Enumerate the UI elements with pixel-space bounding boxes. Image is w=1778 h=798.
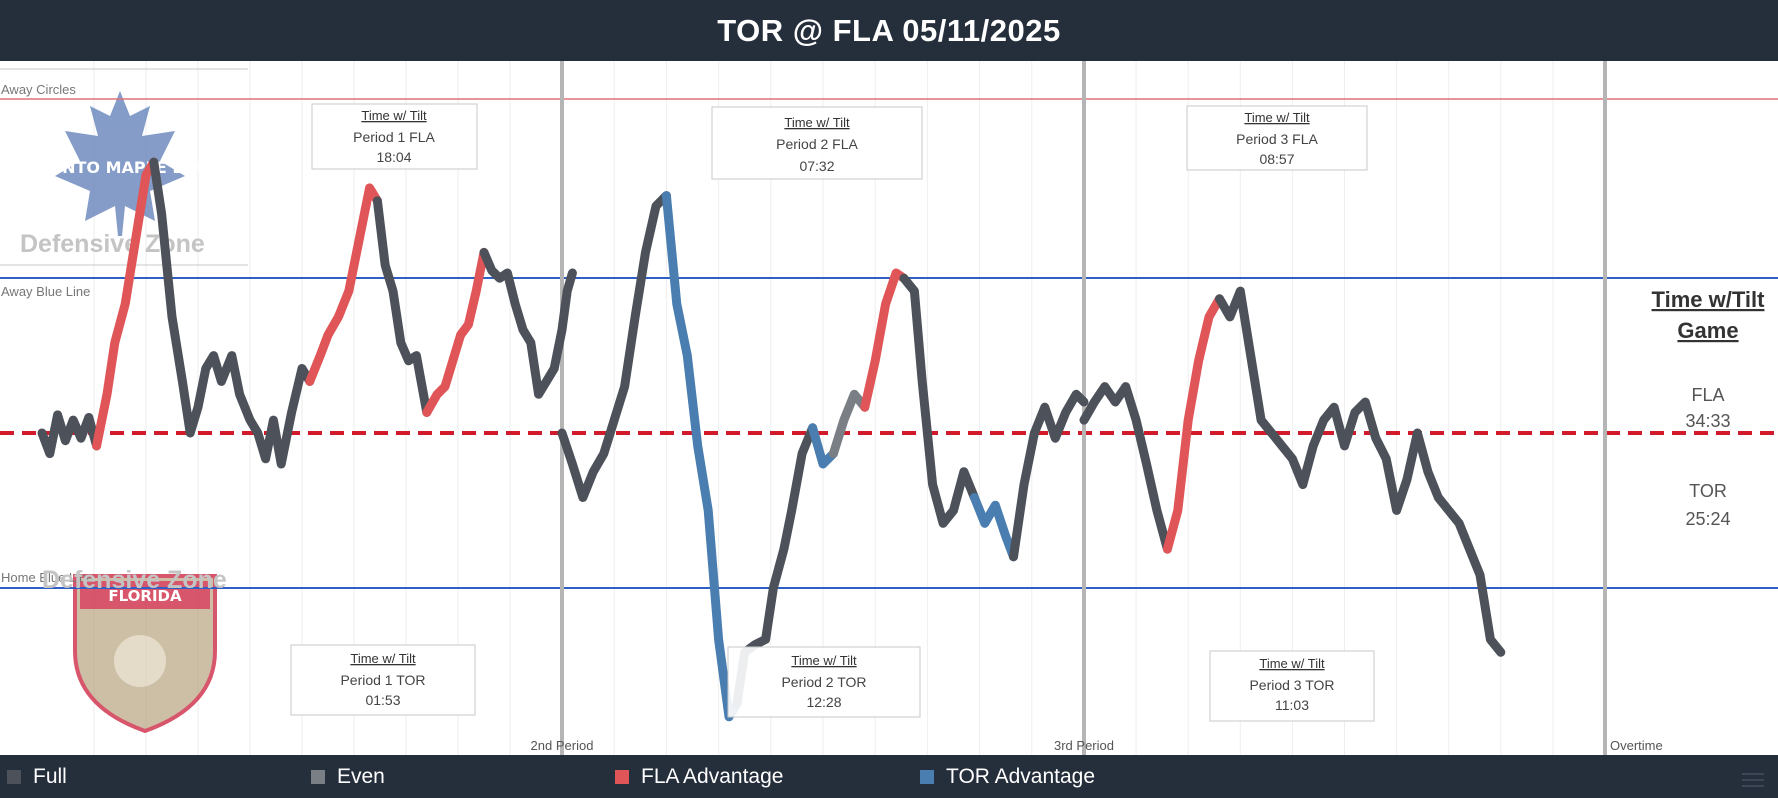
tilt-segment-full xyxy=(899,273,979,528)
legend-label: TOR Advantage xyxy=(946,764,1096,788)
tilt-chart: TORONTO MAPLE LEAFS FLORIDA Away Circles… xyxy=(0,61,1778,755)
tilt-box-label: Period 2 TOR xyxy=(781,674,866,690)
legend-label: Even xyxy=(337,764,385,788)
tilt-segment-tor-advantage xyxy=(969,493,1018,562)
tilt-segment-full xyxy=(37,410,102,459)
legend-item-tor-advantage[interactable]: TOR Advantage xyxy=(920,755,1095,798)
tilt-box-time: 01:53 xyxy=(365,692,400,708)
toronto-maple-leafs-logo: TORONTO MAPLE LEAFS xyxy=(12,91,229,236)
tilt-segment-tor-advantage xyxy=(661,191,742,722)
logo-text-bottom: FLORIDA xyxy=(108,587,182,605)
tilt-segment-full xyxy=(1079,382,1172,554)
tilt-box-p1-tor: Time w/ Tilt Period 1 TOR 01:53 xyxy=(290,644,476,716)
legend-bar: Full Even FLA Advantage TOR Advantage xyxy=(0,755,1778,798)
chart-title-bar: TOR @ FLA 05/11/2025 xyxy=(0,0,1778,61)
tilt-segment-full xyxy=(1009,389,1089,562)
label-away-circles: Away Circles xyxy=(1,82,76,97)
label-defensive-zone-top: Defensive Zone xyxy=(20,230,205,258)
tilt-box-label: Period 3 FLA xyxy=(1236,131,1318,147)
tilt-box-p2-tor: Time w/ Tilt Period 2 TOR 12:28 xyxy=(727,646,921,718)
tilt-box-label: Period 3 TOR xyxy=(1249,677,1334,693)
tilt-segment-full xyxy=(1215,286,1506,657)
game-summary-fla-label: FLA xyxy=(1691,385,1724,405)
legend-label: FLA Advantage xyxy=(641,764,784,788)
tilt-box-p3-fla: Time w/ Tilt Period 3 FLA 08:57 xyxy=(1186,105,1368,171)
tilt-segment-full xyxy=(149,157,315,469)
period-label-ot: Overtime xyxy=(1610,738,1663,753)
game-summary-fla-time: 34:33 xyxy=(1685,411,1730,431)
tilt-box-label: Period 1 FLA xyxy=(353,129,435,145)
game-summary-tor-time: 25:24 xyxy=(1685,509,1730,529)
logo-text: TORONTO MAPLE LEAFS xyxy=(12,158,229,177)
legend-item-full[interactable]: Full xyxy=(7,755,67,798)
tilt-segment-full xyxy=(372,196,432,417)
legend-swatch xyxy=(7,769,21,784)
tilt-box-heading: Time w/ Tilt xyxy=(791,653,857,668)
tilt-box-p1-fla: Time w/ Tilt Period 1 FLA 18:04 xyxy=(311,103,478,170)
game-summary-title-1: Time w/Tilt xyxy=(1652,287,1766,312)
game-summary-title-2: Game xyxy=(1677,318,1738,343)
tilt-segment-full xyxy=(479,247,577,399)
tilt-box-heading: Time w/ Tilt xyxy=(350,651,416,666)
legend-item-fla-advantage[interactable]: FLA Advantage xyxy=(615,755,783,798)
tilt-box-heading: Time w/ Tilt xyxy=(784,115,850,130)
tilt-segment-tor-advantage xyxy=(808,423,838,469)
tilt-series xyxy=(37,157,1506,722)
tilt-segment-fla-advantage xyxy=(422,247,489,417)
tilt-box-heading: Time w/ Tilt xyxy=(1259,656,1325,671)
tilt-segment-fla-advantage xyxy=(92,157,159,451)
tilt-box-heading: Time w/ Tilt xyxy=(1244,110,1310,125)
tilt-box-time: 11:03 xyxy=(1275,697,1309,713)
label-home-blue-line: Home Blue Line xyxy=(1,570,94,585)
label-away-blue-line: Away Blue Line xyxy=(1,284,90,299)
tilt-segment-fla-advantage xyxy=(305,183,382,386)
game-summary: Time w/Tilt Game FLA 34:33 TOR 25:24 xyxy=(1652,287,1766,529)
period-label-2nd: 2nd Period xyxy=(531,738,594,753)
game-summary-tor-label: TOR xyxy=(1689,481,1727,501)
label-defensive-zone-bottom: Defensive Zone xyxy=(42,566,227,594)
tilt-box-p2-fla: Time w/ Tilt Period 2 FLA 07:32 xyxy=(711,106,923,180)
period-label-3rd: 3rd Period xyxy=(1054,738,1114,753)
tilt-box-time: 07:32 xyxy=(799,158,834,174)
legend-label: Full xyxy=(33,764,67,788)
legend-swatch xyxy=(311,769,325,784)
tilt-segment-even xyxy=(828,389,870,459)
legend-swatch xyxy=(615,769,629,784)
tilt-box-heading: Time w/ Tilt xyxy=(361,108,427,123)
tilt-box-label: Period 1 TOR xyxy=(340,672,425,688)
tilt-box-time: 08:57 xyxy=(1259,151,1294,167)
tilt-box-time: 18:04 xyxy=(376,149,411,165)
florida-panthers-logo: FLORIDA xyxy=(73,574,217,734)
chart-title: TOR @ FLA 05/11/2025 xyxy=(717,12,1061,48)
tilt-segment-fla-advantage xyxy=(1162,294,1224,554)
tilt-segment-fla-advantage xyxy=(860,268,909,412)
menu-icon[interactable] xyxy=(1742,773,1764,791)
legend-item-even[interactable]: Even xyxy=(311,755,385,798)
legend-swatch xyxy=(920,769,934,784)
tilt-box-p3-tor: Time w/ Tilt Period 3 TOR 11:03 xyxy=(1209,650,1375,722)
tilt-box-time: 12:28 xyxy=(806,694,841,710)
tilt-segment-full xyxy=(557,191,671,502)
tilt-box-label: Period 2 FLA xyxy=(776,136,858,152)
